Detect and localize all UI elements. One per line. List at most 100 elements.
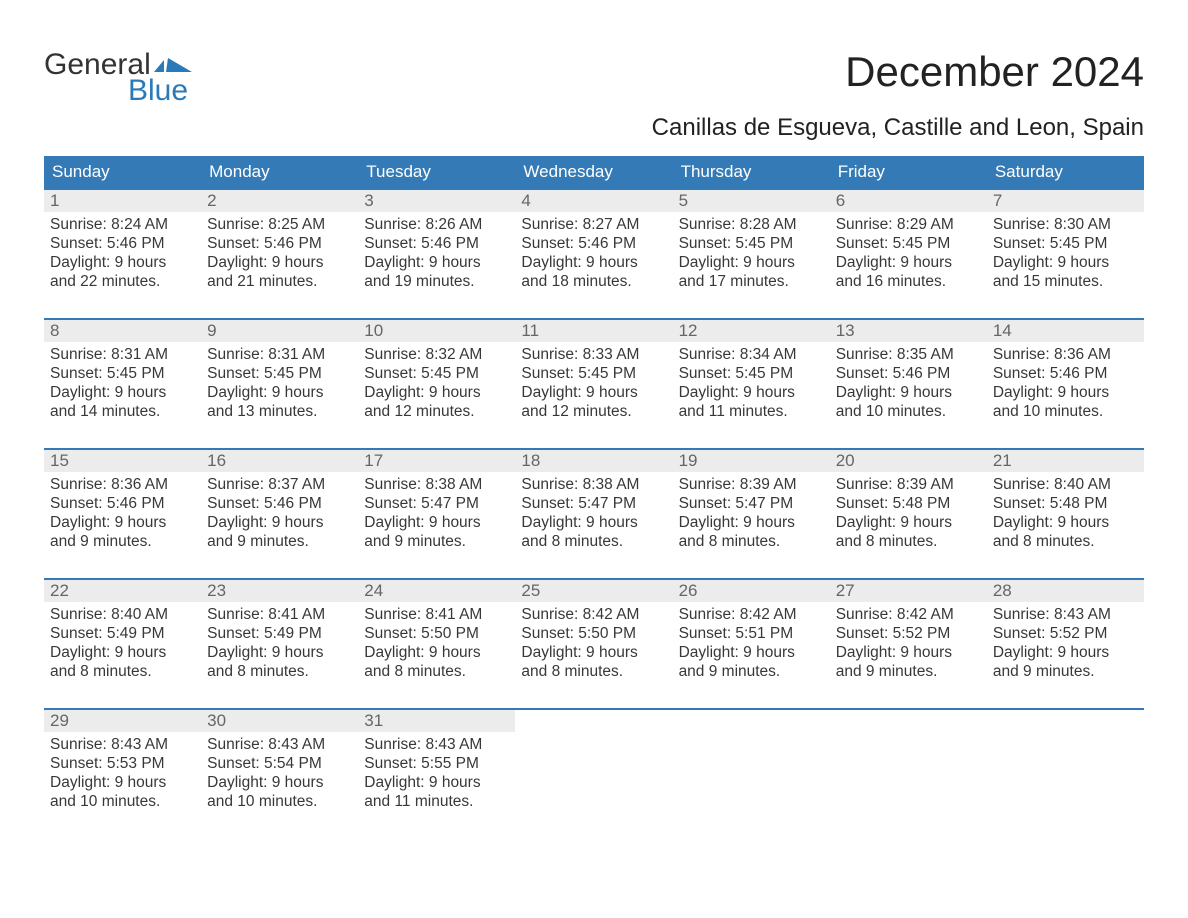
day-sunset: Sunset: 5:45 PM xyxy=(836,235,981,254)
day-sunset: Sunset: 5:52 PM xyxy=(993,625,1138,644)
day-day2: and 10 minutes. xyxy=(836,403,981,422)
day-day1: Daylight: 9 hours xyxy=(207,254,352,273)
calendar-day: 1Sunrise: 8:24 AMSunset: 5:46 PMDaylight… xyxy=(44,190,201,300)
day-day1: Daylight: 9 hours xyxy=(836,384,981,403)
day-sunset: Sunset: 5:45 PM xyxy=(521,365,666,384)
day-number: 1 xyxy=(44,190,201,212)
day-sunrise: Sunrise: 8:43 AM xyxy=(364,736,509,755)
day-sunrise: Sunrise: 8:35 AM xyxy=(836,346,981,365)
day-sunrise: Sunrise: 8:29 AM xyxy=(836,216,981,235)
day-sunrise: Sunrise: 8:42 AM xyxy=(521,606,666,625)
day-day1: Daylight: 9 hours xyxy=(50,254,195,273)
day-content: Sunrise: 8:27 AMSunset: 5:46 PMDaylight:… xyxy=(515,212,672,298)
day-sunrise: Sunrise: 8:37 AM xyxy=(207,476,352,495)
calendar-day: 13Sunrise: 8:35 AMSunset: 5:46 PMDayligh… xyxy=(830,320,987,430)
day-day2: and 12 minutes. xyxy=(364,403,509,422)
day-content: Sunrise: 8:31 AMSunset: 5:45 PMDaylight:… xyxy=(44,342,201,428)
day-day2: and 9 minutes. xyxy=(364,533,509,552)
day-day2: and 13 minutes. xyxy=(207,403,352,422)
calendar-day: 26Sunrise: 8:42 AMSunset: 5:51 PMDayligh… xyxy=(673,580,830,690)
day-content: Sunrise: 8:40 AMSunset: 5:48 PMDaylight:… xyxy=(987,472,1144,558)
day-sunrise: Sunrise: 8:38 AM xyxy=(364,476,509,495)
calendar-day: 5Sunrise: 8:28 AMSunset: 5:45 PMDaylight… xyxy=(673,190,830,300)
calendar-day xyxy=(673,710,830,820)
calendar-day xyxy=(830,710,987,820)
calendar-day: 2Sunrise: 8:25 AMSunset: 5:46 PMDaylight… xyxy=(201,190,358,300)
header-tuesday: Tuesday xyxy=(358,156,515,188)
calendar-day xyxy=(515,710,672,820)
day-day1: Daylight: 9 hours xyxy=(521,384,666,403)
day-content: Sunrise: 8:25 AMSunset: 5:46 PMDaylight:… xyxy=(201,212,358,298)
day-number: 6 xyxy=(830,190,987,212)
calendar-day: 20Sunrise: 8:39 AMSunset: 5:48 PMDayligh… xyxy=(830,450,987,560)
day-number: 19 xyxy=(673,450,830,472)
day-sunset: Sunset: 5:46 PM xyxy=(364,235,509,254)
calendar-day: 19Sunrise: 8:39 AMSunset: 5:47 PMDayligh… xyxy=(673,450,830,560)
day-number: 3 xyxy=(358,190,515,212)
day-sunrise: Sunrise: 8:31 AM xyxy=(207,346,352,365)
day-day2: and 15 minutes. xyxy=(993,273,1138,292)
day-content: Sunrise: 8:42 AMSunset: 5:52 PMDaylight:… xyxy=(830,602,987,688)
calendar-day: 8Sunrise: 8:31 AMSunset: 5:45 PMDaylight… xyxy=(44,320,201,430)
header-row: General Blue December 2024 xyxy=(44,48,1144,108)
day-number: 27 xyxy=(830,580,987,602)
day-content: Sunrise: 8:36 AMSunset: 5:46 PMDaylight:… xyxy=(987,342,1144,428)
calendar-day xyxy=(987,710,1144,820)
day-number: 28 xyxy=(987,580,1144,602)
day-number xyxy=(830,710,987,732)
day-sunset: Sunset: 5:55 PM xyxy=(364,755,509,774)
day-content: Sunrise: 8:40 AMSunset: 5:49 PMDaylight:… xyxy=(44,602,201,688)
day-sunset: Sunset: 5:47 PM xyxy=(364,495,509,514)
day-day1: Daylight: 9 hours xyxy=(836,644,981,663)
day-number: 20 xyxy=(830,450,987,472)
day-day1: Daylight: 9 hours xyxy=(993,384,1138,403)
day-number xyxy=(515,710,672,732)
calendar-week: 29Sunrise: 8:43 AMSunset: 5:53 PMDayligh… xyxy=(44,708,1144,820)
day-number: 18 xyxy=(515,450,672,472)
day-number: 15 xyxy=(44,450,201,472)
day-number: 26 xyxy=(673,580,830,602)
day-day2: and 10 minutes. xyxy=(50,793,195,812)
day-day1: Daylight: 9 hours xyxy=(836,514,981,533)
day-day1: Daylight: 9 hours xyxy=(679,384,824,403)
day-content: Sunrise: 8:30 AMSunset: 5:45 PMDaylight:… xyxy=(987,212,1144,298)
day-content: Sunrise: 8:34 AMSunset: 5:45 PMDaylight:… xyxy=(673,342,830,428)
day-sunrise: Sunrise: 8:41 AM xyxy=(364,606,509,625)
calendar-day: 27Sunrise: 8:42 AMSunset: 5:52 PMDayligh… xyxy=(830,580,987,690)
day-number: 9 xyxy=(201,320,358,342)
day-day2: and 8 minutes. xyxy=(836,533,981,552)
day-content: Sunrise: 8:42 AMSunset: 5:51 PMDaylight:… xyxy=(673,602,830,688)
day-content: Sunrise: 8:29 AMSunset: 5:45 PMDaylight:… xyxy=(830,212,987,298)
day-day1: Daylight: 9 hours xyxy=(679,254,824,273)
day-day2: and 8 minutes. xyxy=(50,663,195,682)
day-sunset: Sunset: 5:48 PM xyxy=(836,495,981,514)
day-content: Sunrise: 8:39 AMSunset: 5:47 PMDaylight:… xyxy=(673,472,830,558)
day-day2: and 8 minutes. xyxy=(993,533,1138,552)
day-sunrise: Sunrise: 8:41 AM xyxy=(207,606,352,625)
day-content: Sunrise: 8:41 AMSunset: 5:50 PMDaylight:… xyxy=(358,602,515,688)
day-number: 16 xyxy=(201,450,358,472)
day-sunrise: Sunrise: 8:42 AM xyxy=(679,606,824,625)
day-number xyxy=(673,710,830,732)
day-sunset: Sunset: 5:53 PM xyxy=(50,755,195,774)
logo: General Blue xyxy=(44,48,196,108)
day-number: 21 xyxy=(987,450,1144,472)
day-day1: Daylight: 9 hours xyxy=(364,644,509,663)
day-content: Sunrise: 8:35 AMSunset: 5:46 PMDaylight:… xyxy=(830,342,987,428)
day-sunset: Sunset: 5:54 PM xyxy=(207,755,352,774)
day-content: Sunrise: 8:36 AMSunset: 5:46 PMDaylight:… xyxy=(44,472,201,558)
day-content: Sunrise: 8:41 AMSunset: 5:49 PMDaylight:… xyxy=(201,602,358,688)
day-sunset: Sunset: 5:48 PM xyxy=(993,495,1138,514)
day-day1: Daylight: 9 hours xyxy=(364,514,509,533)
header-monday: Monday xyxy=(201,156,358,188)
day-content: Sunrise: 8:24 AMSunset: 5:46 PMDaylight:… xyxy=(44,212,201,298)
day-number: 10 xyxy=(358,320,515,342)
day-day1: Daylight: 9 hours xyxy=(207,644,352,663)
day-day2: and 9 minutes. xyxy=(207,533,352,552)
calendar-week: 8Sunrise: 8:31 AMSunset: 5:45 PMDaylight… xyxy=(44,318,1144,430)
calendar-week: 22Sunrise: 8:40 AMSunset: 5:49 PMDayligh… xyxy=(44,578,1144,690)
day-sunset: Sunset: 5:49 PM xyxy=(207,625,352,644)
day-day2: and 8 minutes. xyxy=(207,663,352,682)
day-number: 5 xyxy=(673,190,830,212)
day-day1: Daylight: 9 hours xyxy=(364,254,509,273)
